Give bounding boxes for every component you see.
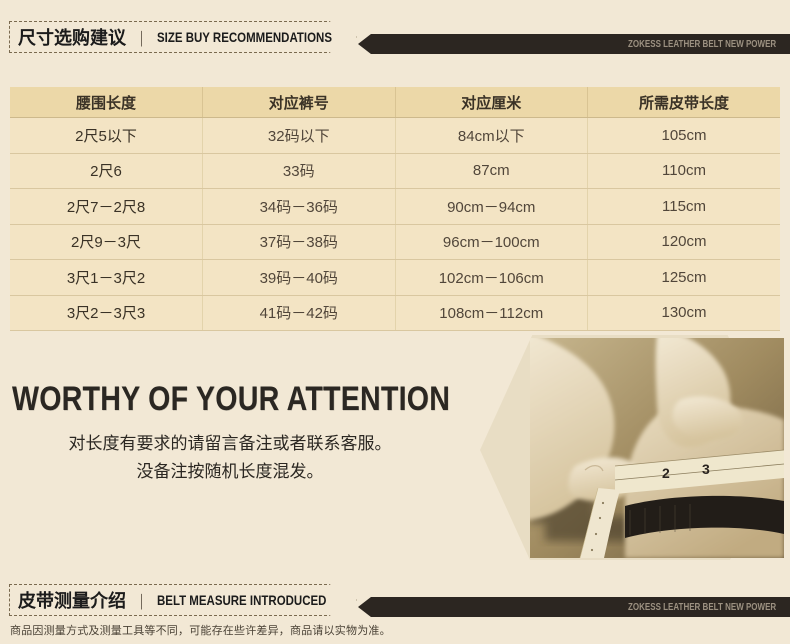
svg-text:3: 3 xyxy=(702,461,710,477)
svg-text:2: 2 xyxy=(662,465,670,481)
